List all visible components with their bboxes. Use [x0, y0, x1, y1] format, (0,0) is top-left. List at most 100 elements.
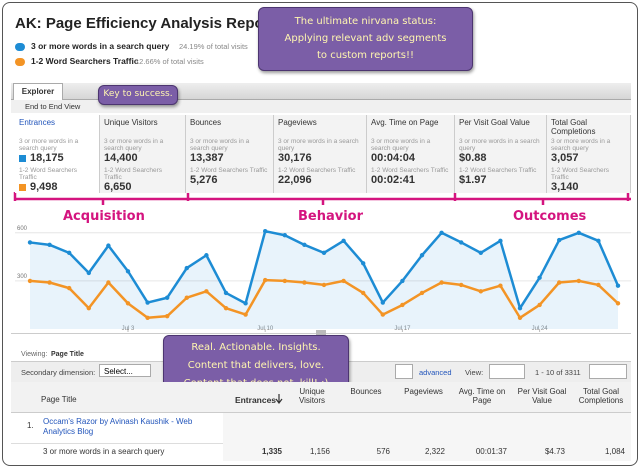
point — [380, 312, 385, 317]
cell: $4.73 — [544, 447, 565, 456]
point — [204, 289, 209, 294]
point — [184, 295, 189, 300]
select[interactable]: Select... — [99, 364, 151, 377]
point — [165, 295, 170, 300]
point — [86, 305, 92, 311]
point — [321, 282, 327, 288]
point — [223, 305, 229, 311]
column-header: Pageviews — [404, 387, 443, 396]
segment-label: 3 or more words in a search query — [371, 138, 431, 152]
x-tick-label: Jul 3 — [122, 326, 135, 332]
metric-row: 3,057 — [551, 152, 626, 165]
point — [517, 315, 523, 320]
metric-value: 18,175 — [30, 152, 64, 164]
point — [282, 233, 287, 238]
point — [47, 280, 52, 285]
callout: Key to success. — [98, 85, 178, 105]
point — [302, 242, 307, 248]
y-tick-label: 300 — [17, 274, 28, 280]
point — [576, 278, 581, 284]
metric-tile: Bounces 3 or more words in a search query… — [186, 115, 274, 193]
cell: 2,322 — [424, 447, 445, 456]
point — [400, 302, 405, 308]
annotation: Outcomes — [513, 209, 587, 224]
resize-handle[interactable] — [316, 330, 326, 335]
metric-row: 18,175 — [19, 152, 95, 165]
row-shade — [223, 413, 631, 461]
point — [557, 237, 562, 243]
segment-label: 3 or more words in a search query — [104, 138, 164, 152]
explorer-tab[interactable]: Explorer — [13, 83, 63, 100]
point — [537, 275, 542, 280]
sort-arrow — [275, 394, 283, 404]
point — [439, 280, 444, 285]
callout: The ultimate nirvana status: Applying rel… — [258, 7, 473, 71]
view-select[interactable] — [489, 364, 525, 379]
x-tick-label: Jul 17 — [394, 326, 411, 332]
point — [557, 280, 562, 285]
point — [498, 283, 503, 288]
point — [419, 290, 425, 296]
metric-tile: Entrances 3 or more words in a search que… — [15, 115, 100, 193]
point — [106, 243, 111, 248]
segment-label: 3 or more words in a search query — [551, 138, 611, 152]
page-title-link[interactable]: Occam's Razor by Avinash Kaushik - Web A… — [43, 417, 193, 436]
metric-value: $0.88 — [459, 152, 487, 164]
point — [27, 278, 33, 284]
column-header: Entrances — [234, 395, 277, 405]
metric-row: 3,140 — [551, 181, 626, 194]
point — [419, 253, 425, 258]
point — [243, 312, 248, 317]
column-header: Bounces — [350, 387, 382, 396]
metric-value: 5,276 — [190, 174, 218, 186]
callout-line: Key to success. — [103, 89, 173, 99]
point — [86, 270, 92, 276]
subtab[interactable]: End to End View — [25, 102, 81, 111]
segment-label: 1-2 Word Searchers Traffic — [278, 167, 356, 174]
pager[interactable] — [589, 364, 627, 379]
metric-value: 22,096 — [278, 174, 312, 186]
metric-row: 6,650 — [104, 181, 181, 194]
point — [478, 289, 483, 294]
metric-row: 22,096 — [278, 174, 362, 187]
metric-row: 14,400 — [104, 152, 181, 165]
segment-label: 1-2 Word Searchers Traffic — [190, 167, 268, 174]
point — [223, 290, 229, 296]
viewing-label: Viewing: — [21, 351, 48, 358]
point — [263, 229, 268, 234]
point — [537, 302, 542, 308]
point — [165, 313, 170, 319]
point — [361, 290, 366, 296]
point — [184, 265, 189, 271]
point — [47, 242, 52, 248]
view-label: View: — [465, 368, 484, 377]
dimension[interactable]: Page Title — [51, 351, 84, 358]
point — [498, 238, 503, 244]
metric-row: 00:02:41 — [371, 174, 450, 187]
callout-line: Real. Actionable. Insights. — [191, 342, 321, 353]
segment-icon — [15, 58, 25, 66]
metric-row: 9,498 — [19, 181, 95, 194]
segment-name: 3 or more words in a search query — [43, 447, 165, 456]
annotation: Behavior — [298, 209, 364, 224]
cell: 1,084 — [604, 447, 625, 456]
segment-icon — [15, 43, 25, 51]
segment-label: 3 or more words in a search query — [459, 138, 540, 152]
point — [615, 283, 621, 288]
point — [145, 315, 150, 320]
x-tick-label: Jul 10 — [257, 326, 274, 332]
annotation: Acquisition — [63, 209, 145, 224]
point — [341, 238, 346, 244]
advanced-link[interactable]: advanced — [419, 368, 452, 377]
metric-row: 5,276 — [190, 174, 269, 187]
metric-value: 30,176 — [278, 152, 312, 164]
metric-row: $1.97 — [459, 174, 542, 187]
point — [400, 278, 405, 284]
point — [204, 253, 209, 258]
metric-value: 13,387 — [190, 152, 224, 164]
metric-value: 3,140 — [551, 181, 579, 193]
search-button[interactable] — [395, 364, 413, 379]
metric-name: Total Goal Completions — [551, 118, 596, 136]
cell: 576 — [376, 447, 390, 456]
metric-row: $0.88 — [459, 152, 542, 165]
